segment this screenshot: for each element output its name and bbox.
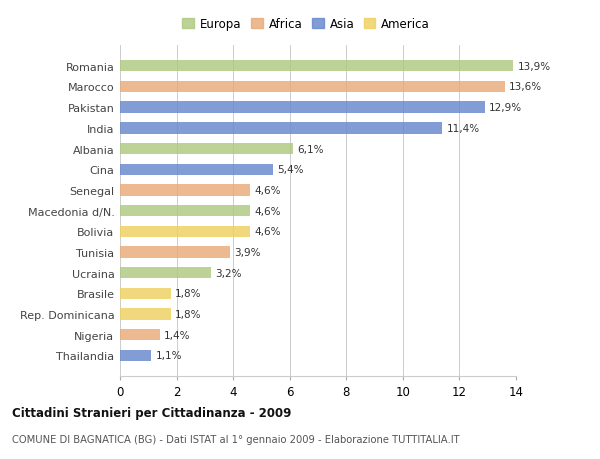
Text: 1,8%: 1,8% xyxy=(175,289,202,299)
Bar xyxy=(120,144,293,155)
Bar xyxy=(120,288,171,299)
Bar xyxy=(120,164,273,175)
Bar xyxy=(120,123,442,134)
Bar xyxy=(120,330,160,341)
Text: COMUNE DI BAGNATICA (BG) - Dati ISTAT al 1° gennaio 2009 - Elaborazione TUTTITAL: COMUNE DI BAGNATICA (BG) - Dati ISTAT al… xyxy=(12,434,460,444)
Text: 11,4%: 11,4% xyxy=(446,123,480,134)
Text: 1,8%: 1,8% xyxy=(175,309,202,319)
Bar xyxy=(120,102,485,113)
Text: 3,2%: 3,2% xyxy=(215,268,241,278)
Text: 1,1%: 1,1% xyxy=(155,351,182,361)
Text: 4,6%: 4,6% xyxy=(254,227,281,237)
Bar xyxy=(120,206,250,217)
Text: Cittadini Stranieri per Cittadinanza - 2009: Cittadini Stranieri per Cittadinanza - 2… xyxy=(12,406,292,419)
Bar xyxy=(120,226,250,237)
Text: 1,4%: 1,4% xyxy=(164,330,190,340)
Text: 3,9%: 3,9% xyxy=(235,247,261,257)
Legend: Europa, Africa, Asia, America: Europa, Africa, Asia, America xyxy=(180,16,433,33)
Bar xyxy=(120,247,230,258)
Text: 12,9%: 12,9% xyxy=(489,103,522,113)
Bar xyxy=(120,61,513,72)
Text: 4,6%: 4,6% xyxy=(254,185,281,196)
Text: 5,4%: 5,4% xyxy=(277,165,304,175)
Text: 13,6%: 13,6% xyxy=(509,82,542,92)
Text: 4,6%: 4,6% xyxy=(254,206,281,216)
Bar xyxy=(120,185,250,196)
Bar xyxy=(120,268,211,279)
Bar xyxy=(120,82,505,93)
Bar xyxy=(120,309,171,320)
Text: 6,1%: 6,1% xyxy=(297,144,323,154)
Bar xyxy=(120,350,151,361)
Text: 13,9%: 13,9% xyxy=(517,62,551,72)
